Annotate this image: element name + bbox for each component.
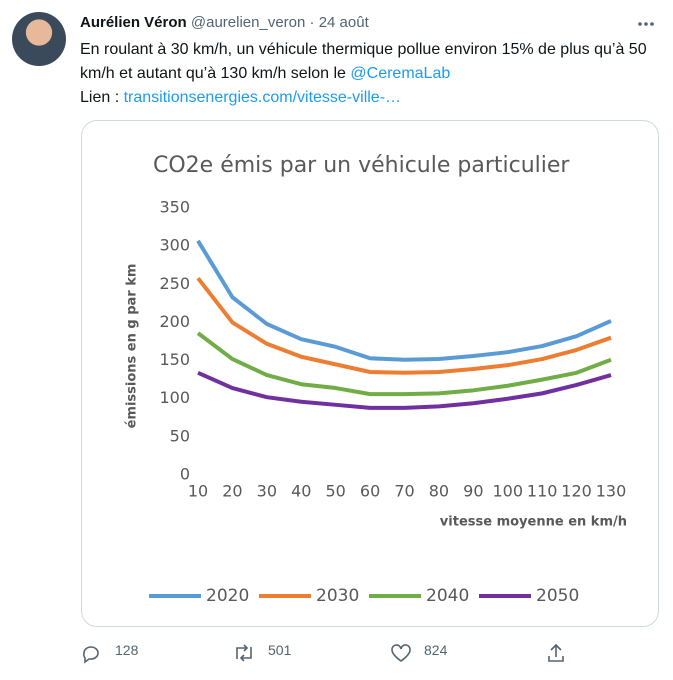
line-series	[197, 370, 612, 410]
separator: ·	[309, 14, 315, 31]
avatar[interactable]	[12, 12, 66, 66]
link[interactable]: transitionsenergies.com/vitesse-ville-…	[123, 89, 402, 106]
mention[interactable]: @CeremaLab	[350, 65, 451, 82]
author-name[interactable]: Aurélien Véron	[80, 14, 187, 31]
reply-count: 128	[115, 642, 139, 658]
x-tick-label: 40	[291, 482, 311, 501]
chart: CO2e émis par un véhicule particulier vi…	[125, 153, 628, 606]
x-tick-label: 10	[188, 482, 208, 501]
like-icon[interactable]	[389, 642, 413, 664]
legend-label: 2040	[426, 586, 469, 606]
y-axis-label: émissions en g par km	[125, 264, 140, 429]
x-tick-label: 60	[360, 482, 380, 501]
y-tick-label: 350	[159, 198, 190, 217]
y-tick-label: 250	[159, 274, 190, 293]
x-tick-label: 110	[527, 482, 558, 501]
legend-label: 2020	[206, 586, 249, 606]
y-tick-label: 0	[180, 465, 190, 484]
y-tick-label: 150	[159, 350, 190, 369]
share-icon[interactable]	[545, 642, 567, 664]
x-tick-label: 70	[394, 482, 414, 501]
x-tick-label: 80	[429, 482, 449, 501]
retweet-icon[interactable]	[232, 642, 256, 664]
y-tick-label: 100	[159, 388, 190, 407]
x-tick-label: 50	[325, 482, 345, 501]
x-tick-label: 130	[596, 482, 627, 501]
link-label: Lien :	[80, 89, 124, 106]
date[interactable]: 24 août	[318, 14, 369, 31]
text: En roulant à 30 km/h, un véhicule thermi…	[80, 41, 647, 82]
x-axis-label: vitesse moyenne en km/h	[440, 515, 627, 530]
x-tick-label: 20	[222, 482, 242, 501]
y-tick-label: 300	[159, 236, 190, 255]
line-series	[196, 331, 612, 397]
reply-icon[interactable]	[80, 642, 102, 664]
line-series	[196, 276, 612, 375]
media-card[interactable]: CO2e émis par un véhicule particulier vi…	[81, 120, 659, 627]
x-tick-label: 30	[257, 482, 277, 501]
legend-label: 2030	[316, 586, 359, 606]
retweet-count: 501	[268, 642, 292, 658]
chart-title: CO2e émis par un véhicule particulier	[153, 153, 570, 178]
more-menu[interactable]	[634, 14, 658, 34]
author-handle[interactable]: @aurelien_veron	[190, 14, 306, 31]
y-tick-label: 50	[170, 426, 190, 445]
x-tick-label: 90	[463, 482, 483, 501]
x-tick-label: 100	[492, 482, 523, 501]
tweet-text: En roulant à 30 km/h, un véhicule thermi…	[80, 38, 655, 110]
x-tick-label: 120	[561, 482, 592, 501]
y-tick-label: 200	[159, 312, 190, 331]
tweet-header: Aurélien Véron @aurelien_veron · 24 août	[80, 14, 369, 31]
line-series	[196, 239, 612, 362]
like-count: 824	[424, 642, 448, 658]
legend-label: 2050	[536, 586, 579, 606]
